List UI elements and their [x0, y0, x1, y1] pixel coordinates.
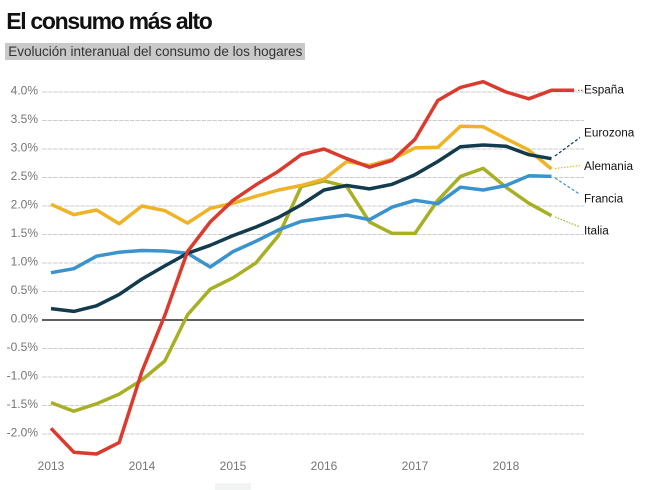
- svg-text:1.0%: 1.0%: [11, 255, 39, 269]
- svg-text:2.5%: 2.5%: [11, 169, 39, 183]
- svg-text:4.0%: 4.0%: [11, 84, 39, 98]
- svg-text:0.0%: 0.0%: [11, 312, 39, 326]
- svg-text:-0.5%: -0.5%: [7, 340, 39, 354]
- svg-text:2013: 2013: [38, 459, 65, 473]
- svg-text:2015: 2015: [220, 459, 247, 473]
- svg-text:3.5%: 3.5%: [11, 112, 39, 126]
- svg-text:2016: 2016: [311, 459, 338, 473]
- svg-text:Francia: Francia: [584, 193, 624, 206]
- svg-text:2017: 2017: [402, 459, 429, 473]
- svg-text:2018: 2018: [493, 459, 520, 473]
- svg-text:Alemania: Alemania: [584, 160, 633, 173]
- svg-text:2014: 2014: [129, 459, 156, 473]
- svg-text:-1.5%: -1.5%: [7, 397, 39, 411]
- svg-text:-1.0%: -1.0%: [7, 369, 39, 383]
- svg-text:2.0%: 2.0%: [11, 198, 39, 212]
- svg-text:-2.0%: -2.0%: [7, 426, 39, 440]
- svg-text:1.5%: 1.5%: [11, 226, 39, 240]
- svg-text:3.0%: 3.0%: [11, 141, 39, 155]
- svg-text:España: España: [584, 84, 624, 97]
- svg-text:0.5%: 0.5%: [11, 283, 39, 297]
- svg-text:Eurozona: Eurozona: [584, 126, 635, 139]
- svg-text:Italia: Italia: [584, 225, 609, 238]
